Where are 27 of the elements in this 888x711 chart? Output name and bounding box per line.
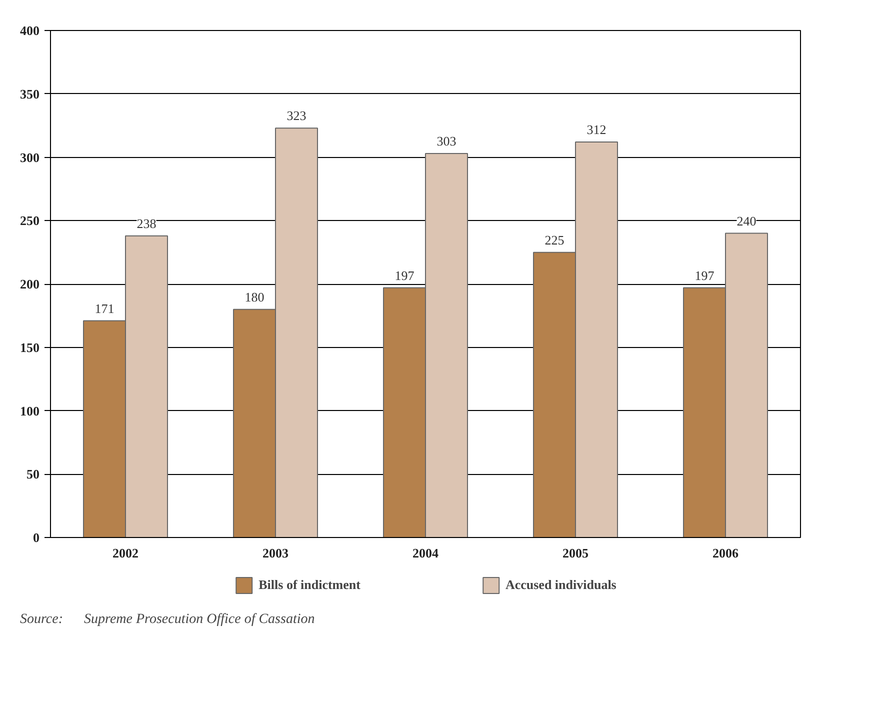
x-tick-label: 2006 [712, 546, 739, 560]
data-label: 312 [586, 122, 606, 138]
y-tick-label: 350 [20, 86, 40, 102]
x-tick-label: 2002 [112, 546, 138, 560]
y-tick-label: 100 [20, 403, 40, 418]
y-tick-label: 250 [20, 213, 40, 228]
y-tick-label: 300 [20, 150, 40, 165]
y-tick-label: 400 [20, 23, 40, 38]
data-label: 225 [544, 232, 564, 248]
y-tick-label: 50 [26, 466, 40, 482]
x-tick-label: 2003 [262, 546, 289, 560]
x-tick-label: 2004 [412, 546, 439, 560]
source-note: Source: Supreme Prosecution Office of Cassation [20, 611, 315, 629]
y-tick-label: 150 [20, 340, 40, 355]
legend-label: Bills of indictment [258, 577, 360, 593]
y-tick-label: 200 [20, 276, 40, 292]
data-label: 197 [394, 268, 415, 283]
x-tick-label: 2005 [562, 546, 589, 560]
data-label: 238 [136, 216, 156, 231]
data-label: 240 [736, 213, 756, 228]
data-label: 323 [286, 108, 306, 124]
data-label: 303 [436, 133, 456, 148]
data-label: 197 [694, 268, 715, 283]
legend-label: Accused individuals [505, 577, 616, 593]
data-label: 171 [94, 300, 114, 316]
data-label: 180 [244, 289, 264, 304]
y-tick-label: 0 [33, 530, 40, 545]
